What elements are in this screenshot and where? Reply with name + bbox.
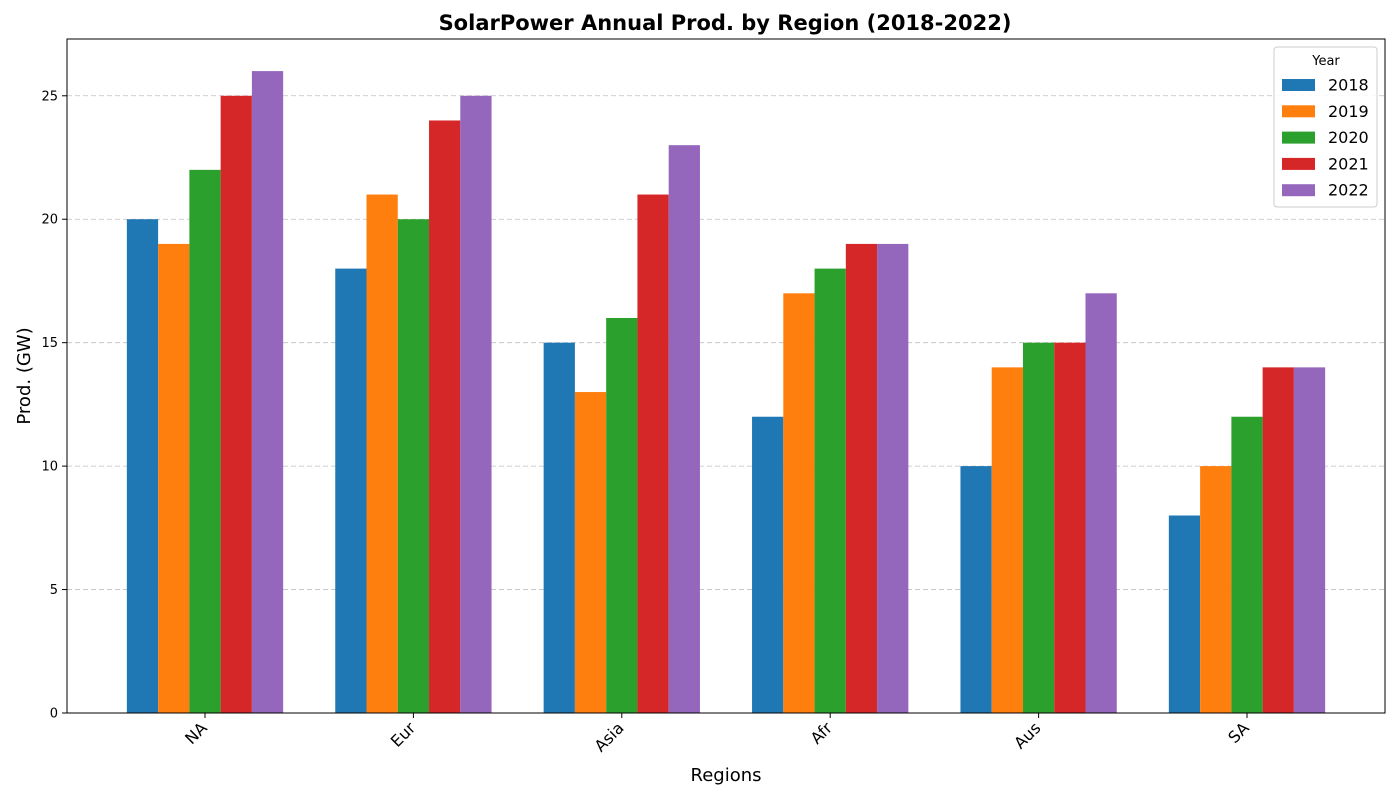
x-tick-label: Asia	[590, 718, 627, 755]
y-tick-label: 25	[41, 89, 58, 104]
x-tick-label: Afr	[807, 718, 837, 748]
bar-2021-aus	[1054, 342, 1086, 713]
x-tick-label: NA	[181, 718, 211, 748]
plot-frame	[66, 38, 1386, 714]
legend-swatch-2020	[1282, 131, 1315, 144]
legend-swatch-2022	[1282, 184, 1315, 197]
bar-2018-asia	[543, 342, 575, 713]
bar-2019-asia	[574, 392, 607, 713]
bar-2022-na	[251, 71, 284, 714]
y-axis-label: Prod. (GW)	[14, 327, 35, 424]
y-tick-label: 20	[41, 213, 58, 228]
bar-2018-aus	[960, 466, 992, 713]
y-tick-label: 0	[50, 707, 58, 722]
bar-2020-afr	[814, 268, 846, 713]
bar-2018-afr	[752, 416, 784, 713]
legend-swatch-2018	[1282, 79, 1315, 91]
bars-layer	[126, 71, 1326, 714]
bar-2020-na	[189, 169, 221, 713]
bar-2019-eur	[366, 194, 398, 714]
legend-label-2020: 2020	[1328, 128, 1369, 147]
x-axis: NA Eur Asia Afr Aus SA	[181, 713, 1253, 756]
bar-2022-afr	[877, 243, 909, 713]
bar-2020-asia	[606, 317, 638, 713]
legend: Year 2018 2019 2020 2021 2022	[1273, 46, 1378, 208]
bar-2022-eur	[460, 95, 492, 714]
bar-2021-asia	[637, 194, 669, 714]
y-tick-label: 15	[41, 336, 58, 351]
legend-label-2022: 2022	[1328, 181, 1369, 200]
bar-2021-sa	[1262, 367, 1294, 713]
y-tick-label: 10	[41, 460, 58, 475]
y-axis: 0 5 10 15 20 25	[41, 89, 67, 722]
legend-swatch-2021	[1282, 157, 1315, 170]
x-tick-label: Aus	[1010, 718, 1044, 752]
bar-2021-afr	[845, 243, 878, 713]
bar-2018-sa	[1168, 515, 1201, 713]
legend-title: Year	[1311, 54, 1340, 69]
legend-swatch-2019	[1282, 105, 1315, 118]
legend-label-2019: 2019	[1328, 102, 1369, 121]
bar-2020-sa	[1231, 416, 1263, 713]
bar-2022-aus	[1085, 293, 1117, 713]
chart-title: SolarPower Annual Prod. by Region (2018-…	[439, 11, 1012, 35]
bar-2018-eur	[335, 268, 367, 713]
bar-2022-asia	[668, 145, 700, 713]
bar-2021-na	[220, 95, 252, 714]
bar-2019-sa	[1200, 466, 1232, 713]
y-tick-label: 5	[50, 583, 58, 598]
x-tick-label: Eur	[387, 718, 420, 751]
grid-layer	[67, 95, 1385, 590]
legend-label-2021: 2021	[1328, 154, 1369, 173]
bar-2020-aus	[1022, 342, 1055, 713]
x-axis-label: Regions	[691, 765, 762, 786]
legend-label-2018: 2018	[1328, 76, 1369, 95]
bar-2020-eur	[397, 219, 430, 713]
bar-2021-eur	[429, 120, 461, 713]
x-tick-label: SA	[1224, 718, 1253, 747]
bar-2019-na	[158, 243, 190, 713]
bar-2019-aus	[991, 367, 1023, 713]
bar-2022-sa	[1293, 367, 1326, 713]
bar-2019-afr	[783, 293, 815, 713]
bar-2018-na	[126, 219, 159, 713]
